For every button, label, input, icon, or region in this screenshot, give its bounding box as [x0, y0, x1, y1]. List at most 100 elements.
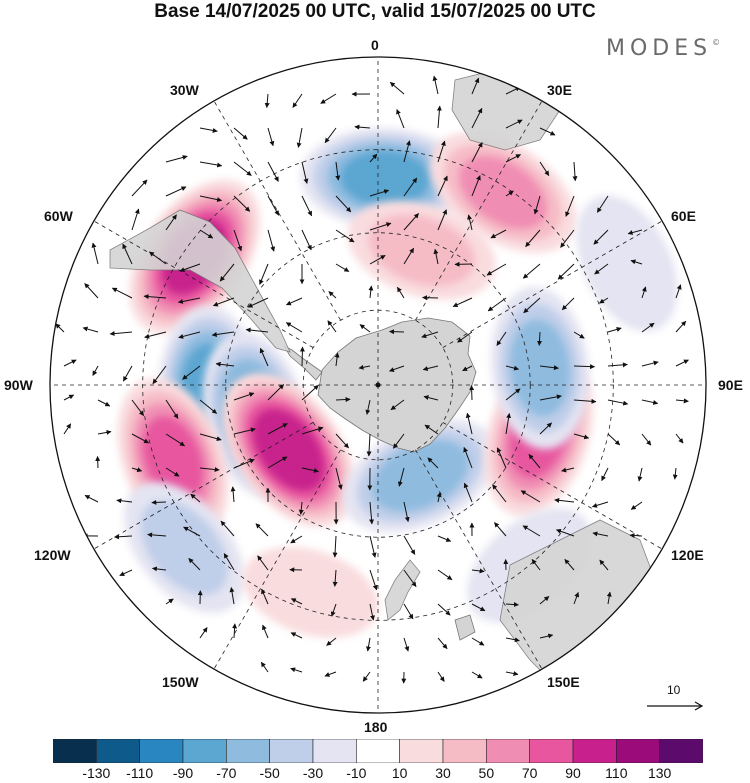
wind-arrow: [298, 501, 304, 515]
meridian-line: [213, 449, 341, 670]
wind-arrow: [492, 484, 507, 503]
label-lon-90w: 90W: [4, 377, 33, 393]
wind-arrow: [152, 365, 167, 385]
wind-arrow: [290, 535, 303, 544]
wind-arrow: [165, 433, 185, 447]
wind-arrow: [573, 364, 596, 370]
wind-arrow: [471, 671, 483, 679]
anomaly-neg-125w-mid: [123, 482, 245, 614]
wind-arrow: [606, 591, 612, 605]
wind-arrow: [233, 458, 255, 469]
wind-arrow: [496, 447, 507, 469]
wind-arrow: [523, 297, 541, 314]
wind-arrow: [403, 247, 415, 265]
wind-arrow: [262, 624, 269, 639]
wind-arrow: [471, 175, 481, 197]
meridian-line: [415, 449, 543, 670]
wind-arrow: [335, 263, 350, 272]
wind-arrow: [465, 412, 473, 435]
wind-arrow: [437, 603, 451, 616]
label-lon-120w: 120W: [34, 547, 71, 563]
vector-reference: 10: [645, 683, 705, 713]
label-lon-150e: 150E: [547, 674, 580, 690]
wind-arrow: [233, 161, 252, 176]
wind-arrow: [82, 326, 99, 333]
wind-arrow: [330, 603, 337, 617]
label-lon-60w: 60W: [44, 208, 73, 224]
colorbar-swatch: [486, 739, 530, 763]
wind-arrow: [392, 433, 405, 449]
wind-arrow: [182, 365, 201, 380]
wind-arrow: [178, 331, 201, 339]
wind-arrow: [301, 229, 312, 251]
wind-arrow: [230, 486, 236, 503]
vector-reference-label: 10: [667, 683, 681, 697]
new-zealand-landmass: [384, 559, 421, 621]
wind-arrow: [641, 399, 659, 405]
wind-arrow: [462, 365, 473, 372]
wind-arrow: [259, 263, 269, 285]
anomaly-pos-165w: [242, 546, 379, 638]
wind-arrow: [675, 284, 682, 299]
wind-arrow: [177, 297, 201, 304]
wind-arrow: [422, 365, 439, 372]
wind-arrow: [233, 127, 248, 140]
colorbar-swatch: [616, 739, 660, 763]
wind-arrow: [368, 285, 374, 299]
wind-arrow: [437, 671, 445, 682]
wind-arrow: [165, 598, 174, 605]
wind-arrow: [641, 433, 652, 446]
wind-arrow: [369, 535, 377, 558]
wind-arrow: [131, 399, 145, 416]
colorbar-tick-labels: -130 -110 -90 -70 -50 -30 -10 10 30 50 70 90 110 130: [0, 765, 750, 783]
label-lon-60e: 60E: [671, 208, 696, 224]
wind-arrow: [190, 493, 201, 503]
colorbar-swatch: [182, 739, 227, 763]
wind-arrow: [212, 297, 235, 307]
wind-arrow: [496, 331, 507, 346]
wind-arrow: [267, 423, 288, 435]
wind-arrow: [328, 291, 337, 299]
meridian-line: [442, 220, 663, 348]
wind-arrow: [599, 297, 609, 304]
colorbar-swatch: [226, 739, 270, 763]
anomaly-contour: [576, 195, 678, 332]
anomaly-contour: [368, 214, 476, 287]
wind-arrow: [403, 569, 417, 588]
wind-arrow: [403, 637, 410, 652]
wind-arrow: [423, 395, 439, 401]
wind-arrow: [257, 555, 269, 571]
wind-arrow: [432, 75, 439, 95]
wind-arrow: [641, 322, 655, 333]
wind-arrow: [564, 559, 575, 571]
wind-arrow: [179, 263, 201, 272]
wind-arrow: [437, 175, 448, 197]
wind-arrow: [437, 209, 448, 231]
wind-arrow: [151, 499, 167, 505]
wind-arrow: [211, 331, 235, 337]
wind-arrow: [486, 263, 507, 276]
wind-arrow: [573, 331, 585, 339]
colorbar-tick: -30: [302, 765, 324, 781]
wind-arrow: [369, 501, 375, 525]
wind-arrow: [396, 109, 405, 129]
colorbar-swatch: [96, 739, 140, 763]
lat-lon-grid: [50, 57, 706, 713]
wind-arrow: [627, 229, 643, 235]
map-title: Base 14/07/2025 00 UTC, valid 15/07/2025…: [154, 1, 596, 22]
wind-arrow: [599, 559, 609, 571]
wind-arrow: [165, 186, 187, 197]
wind-arrow: [560, 229, 575, 248]
wind-arrow: [233, 392, 255, 401]
wind-arrow: [403, 603, 414, 620]
wind-arrow: [229, 587, 235, 605]
colorbar-tick: -90: [172, 765, 194, 781]
wind-arrow: [220, 520, 235, 537]
wind-arrow: [199, 467, 220, 473]
wind-arrow: [607, 327, 622, 333]
meridian-line: [442, 422, 663, 550]
wind-arrow: [452, 297, 473, 307]
south-pole-marker: [375, 382, 381, 388]
wind-arrow: [422, 295, 439, 301]
map-border: [49, 56, 707, 714]
